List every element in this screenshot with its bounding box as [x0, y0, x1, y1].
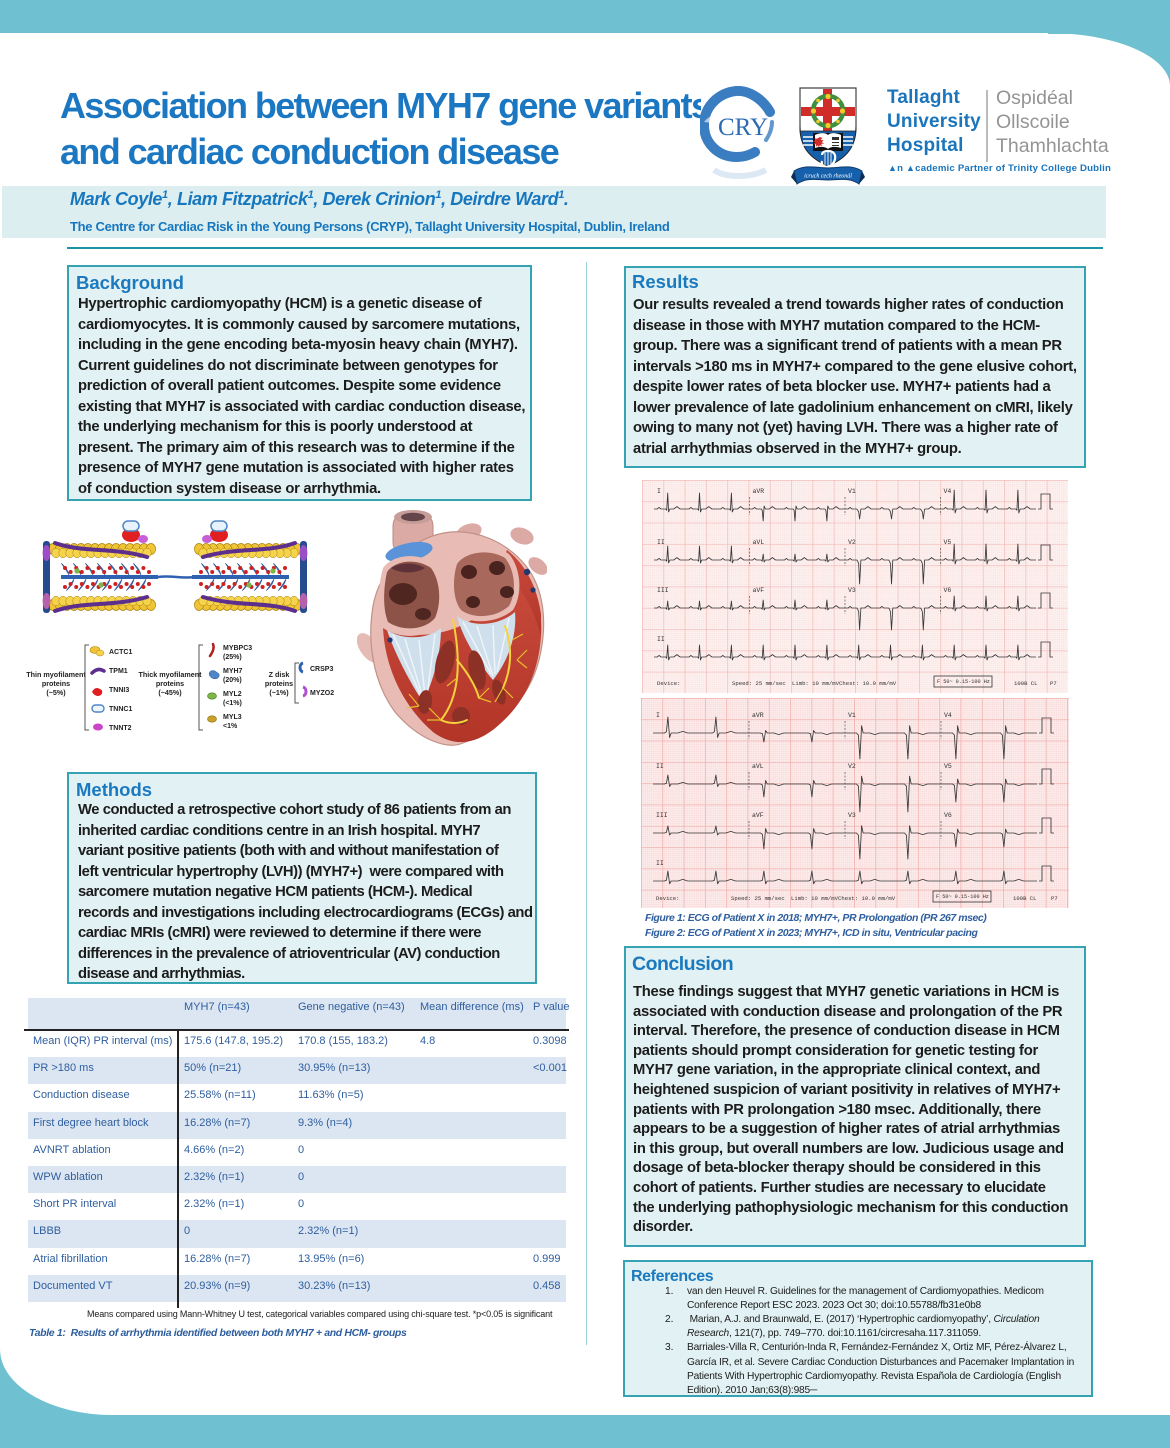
svg-text:proteins: proteins	[265, 679, 293, 688]
svg-text:P7: P7	[1051, 895, 1058, 902]
svg-text:MYBPC3: MYBPC3	[223, 645, 252, 652]
svg-text:V3: V3	[848, 587, 856, 594]
svg-text:Thin myofilament: Thin myofilament	[26, 670, 86, 679]
svg-text:V5: V5	[944, 763, 952, 770]
svg-text:Device:: Device:	[657, 680, 681, 687]
svg-text:Speed: 25 mm/sec: Speed: 25 mm/sec	[731, 895, 785, 902]
svg-text:100B CL: 100B CL	[1014, 680, 1038, 687]
svg-text:II: II	[657, 539, 665, 546]
svg-text:V2: V2	[848, 539, 856, 546]
svg-text:aVF: aVF	[752, 812, 764, 819]
svg-text:icruch cech rheonál: icruch cech rheonál	[804, 174, 852, 180]
svg-text:V1: V1	[848, 488, 856, 495]
svg-text:II: II	[657, 636, 665, 643]
svg-text:TNNI3: TNNI3	[109, 687, 129, 694]
svg-text:proteins: proteins	[156, 679, 184, 688]
svg-text:III: III	[656, 812, 668, 819]
svg-text:V6: V6	[944, 587, 952, 594]
svg-text:V5: V5	[944, 539, 952, 546]
svg-text:(~1%): (~1%)	[269, 688, 289, 697]
svg-text:aVR: aVR	[753, 488, 765, 495]
svg-text:aVL: aVL	[753, 539, 765, 546]
svg-text:aVF: aVF	[753, 587, 765, 594]
svg-text:(~5%): (~5%)	[46, 688, 66, 697]
svg-text:MYL2: MYL2	[223, 691, 242, 698]
svg-text:CRY: CRY	[718, 114, 768, 141]
svg-text:(20%): (20%)	[223, 677, 242, 684]
svg-text:(<1%): (<1%)	[223, 700, 242, 707]
svg-text:F 50~ 0.15-100 Hz: F 50~ 0.15-100 Hz	[936, 894, 989, 900]
svg-text:II: II	[656, 860, 664, 867]
svg-text:(~45%): (~45%)	[158, 688, 182, 697]
svg-text:I: I	[656, 712, 660, 719]
svg-text:Device:: Device:	[656, 895, 680, 902]
svg-text:100B CL: 100B CL	[1013, 895, 1037, 902]
svg-text:TPM1: TPM1	[109, 668, 128, 675]
svg-text:proteins: proteins	[42, 679, 70, 688]
svg-text:V1: V1	[848, 712, 856, 719]
svg-text:P7: P7	[1050, 680, 1057, 687]
svg-text:F 50~ 0.15-100 Hz: F 50~ 0.15-100 Hz	[937, 679, 990, 685]
svg-text:CRSP3: CRSP3	[310, 666, 333, 673]
svg-text:TNNC1: TNNC1	[109, 706, 132, 713]
svg-text:Speed: 25 mm/sec: Speed: 25 mm/sec	[732, 680, 786, 687]
svg-text:MYL3: MYL3	[223, 714, 242, 721]
svg-text:Chest: 10.0 mm/mV: Chest: 10.0 mm/mV	[839, 680, 897, 687]
svg-text:II: II	[656, 763, 664, 770]
svg-text:Z disk: Z disk	[269, 670, 290, 679]
svg-text:V4: V4	[944, 712, 952, 719]
svg-text:I: I	[657, 488, 661, 495]
svg-text:V2: V2	[848, 763, 856, 770]
svg-text:Chest: 10.0 mm/mV: Chest: 10.0 mm/mV	[838, 895, 896, 902]
svg-text:Limb: 10 mm/mV: Limb: 10 mm/mV	[791, 895, 839, 902]
svg-text:<1%: <1%	[223, 723, 238, 730]
svg-text:Thick myofilament: Thick myofilament	[138, 670, 202, 679]
svg-text:V4: V4	[944, 488, 952, 495]
svg-text:(25%): (25%)	[223, 654, 242, 661]
svg-text:MYH7: MYH7	[223, 668, 243, 675]
svg-text:V3: V3	[848, 812, 856, 819]
svg-text:TNNT2: TNNT2	[109, 725, 132, 732]
svg-text:III: III	[657, 587, 669, 594]
svg-text:MYZO2: MYZO2	[310, 690, 334, 697]
svg-text:aVR: aVR	[752, 712, 764, 719]
svg-text:V6: V6	[944, 812, 952, 819]
svg-text:aVL: aVL	[752, 763, 764, 770]
svg-text:ACTC1: ACTC1	[109, 649, 132, 656]
svg-text:Limb: 10 mm/mV: Limb: 10 mm/mV	[792, 680, 840, 687]
